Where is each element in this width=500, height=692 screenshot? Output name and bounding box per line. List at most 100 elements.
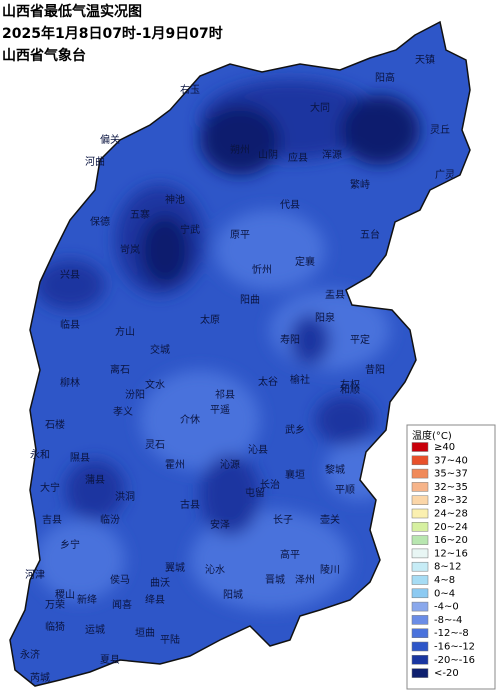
county-label: 保德 xyxy=(90,215,110,228)
county-label: 长子 xyxy=(273,514,293,526)
county-label: 垣曲 xyxy=(135,627,155,639)
county-label: 山阴 xyxy=(258,149,278,161)
county-label: 方山 xyxy=(115,325,135,338)
county-label: 晋城 xyxy=(265,574,285,586)
county-label: 阳泉 xyxy=(315,311,335,324)
county-label: 襄垣 xyxy=(285,468,305,481)
county-label: 大同 xyxy=(310,101,330,114)
legend-swatch xyxy=(411,482,429,492)
legend-label: 35~37 xyxy=(434,469,468,480)
county-label: 天镇 xyxy=(415,53,435,66)
legend-label: ≥40 xyxy=(434,442,455,453)
county-label: 新绛 xyxy=(77,593,97,606)
county-label: 阳高 xyxy=(375,71,395,84)
county-label: 隰县 xyxy=(70,452,90,464)
legend-label: -12~-8 xyxy=(434,628,469,639)
legend-swatch xyxy=(411,628,429,638)
county-label: 临县 xyxy=(60,318,80,331)
county-label: 乡宁 xyxy=(60,538,80,551)
county-label: 兴县 xyxy=(60,269,80,281)
legend-label: -8~-4 xyxy=(434,615,462,626)
county-label: 陵川 xyxy=(320,564,340,576)
county-label: 洪洞 xyxy=(115,491,135,503)
county-label: 沁源 xyxy=(220,458,240,471)
county-label: 寿阳 xyxy=(280,333,300,346)
county-label: 绛县 xyxy=(145,593,165,606)
county-label: 应县 xyxy=(288,151,308,164)
county-label: 沁县 xyxy=(248,444,268,456)
county-label: 翼城 xyxy=(165,562,185,574)
county-label: 灵丘 xyxy=(430,124,450,136)
county-label: 平定 xyxy=(350,333,370,346)
county-label: 左权 xyxy=(340,378,360,391)
legend-label: -4~0 xyxy=(434,602,459,613)
legend-label: <-20 xyxy=(434,668,459,679)
map-title: 山西省最低气温实况图 xyxy=(2,3,142,20)
county-label: 偏关 xyxy=(100,133,120,146)
legend-swatch xyxy=(411,535,429,545)
county-label: 离石 xyxy=(110,363,130,376)
legend-swatch xyxy=(411,575,429,585)
county-label: 介休 xyxy=(180,414,200,426)
county-label: 大宁 xyxy=(40,481,60,494)
county-label: 盂县 xyxy=(325,289,345,301)
county-label: 忻州 xyxy=(252,263,272,276)
legend-label: 24~28 xyxy=(434,509,468,520)
county-label: 右玉 xyxy=(180,83,200,96)
county-label: 长治 xyxy=(260,478,280,491)
county-label: 沁水 xyxy=(205,564,225,576)
county-label: 繁峙 xyxy=(350,178,370,191)
county-label: 代县 xyxy=(280,199,300,211)
legend-swatch xyxy=(411,442,429,452)
map-subtitle: 2025年1月8日07时-1月9日07时 xyxy=(2,25,223,42)
legend-swatch xyxy=(411,495,429,505)
legend-swatch xyxy=(411,655,429,665)
legend-swatch xyxy=(411,468,429,479)
legend-swatch xyxy=(411,668,429,678)
county-label: 榆社 xyxy=(290,373,310,386)
county-label: 吉县 xyxy=(42,514,62,526)
county-label: 朔州 xyxy=(230,143,250,156)
legend-label: 8~12 xyxy=(434,562,461,573)
county-label: 高平 xyxy=(280,548,300,561)
county-label: 武乡 xyxy=(285,423,305,436)
legend-label: 37~40 xyxy=(434,455,468,466)
legend-swatch xyxy=(411,641,429,652)
county-label: 永济 xyxy=(20,648,40,661)
legend-swatch xyxy=(411,508,429,519)
legend-swatch xyxy=(411,455,429,466)
county-label: 平顺 xyxy=(335,484,355,496)
county-label: 屯留 xyxy=(245,486,265,499)
county-label: 原平 xyxy=(230,229,250,241)
legend-label: 16~20 xyxy=(434,535,468,546)
county-label: 交城 xyxy=(150,343,170,356)
county-label: 运城 xyxy=(85,624,105,636)
county-label: 壶关 xyxy=(320,513,340,526)
county-label: 孝义 xyxy=(113,406,133,418)
map-source: 山西省气象台 xyxy=(2,47,86,64)
county-label: 灵石 xyxy=(145,439,165,451)
county-label: 夏县 xyxy=(100,654,120,666)
county-label: 侯马 xyxy=(110,573,130,586)
county-label: 太原 xyxy=(200,313,220,326)
county-label: 蒲县 xyxy=(85,473,105,486)
county-label: 浑源 xyxy=(322,148,342,161)
county-label: 万荣 xyxy=(45,599,65,611)
county-label: 广灵 xyxy=(435,169,455,181)
county-label: 平遥 xyxy=(210,403,230,416)
legend-label: 32~35 xyxy=(434,482,468,493)
county-label: 稷山 xyxy=(55,589,75,601)
county-label: 祁县 xyxy=(215,388,235,401)
legend-label: 28~32 xyxy=(434,495,468,506)
county-label: 临猗 xyxy=(45,620,65,633)
county-label: 闻喜 xyxy=(112,598,132,611)
county-label: 黎城 xyxy=(325,463,345,476)
legend-label: 12~16 xyxy=(434,548,468,559)
county-label: 永和 xyxy=(30,448,50,461)
legend-swatch xyxy=(411,601,429,612)
county-label: 霍州 xyxy=(165,459,185,471)
county-label: 汾阳 xyxy=(125,389,145,401)
